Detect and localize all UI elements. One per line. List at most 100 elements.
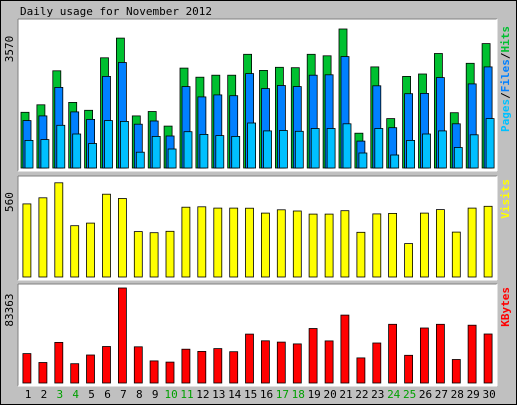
- bar-visits-day-7: [118, 198, 127, 278]
- legend-part: Pages: [499, 99, 512, 132]
- bar-kbytes-day-17: [276, 341, 286, 384]
- bar-visits-day-12: [197, 206, 207, 278]
- bar-kbytes-day-10: [165, 361, 175, 384]
- x-tick-label: 7: [120, 388, 127, 401]
- x-tick-label: 30: [482, 388, 495, 401]
- bar-kbytes-day-24: [388, 323, 398, 384]
- x-tick-label: 11: [180, 388, 193, 401]
- x-tick-label: 22: [355, 388, 368, 401]
- x-tick-label: 5: [88, 388, 95, 401]
- bar-visits-day-13: [213, 207, 223, 278]
- bar-pages-day-27: [437, 130, 447, 169]
- bar-pages-day-6: [104, 120, 113, 169]
- legend-part: /: [499, 92, 512, 99]
- bar-visits-day-3: [54, 182, 64, 278]
- bar-kbytes-day-22: [356, 357, 366, 384]
- bar-kbytes-day-19: [308, 328, 318, 384]
- bar-kbytes-day-13: [213, 348, 223, 384]
- bar-pages-day-22: [358, 152, 368, 169]
- x-axis-labels: 1 2 3 4 5 6 7 8 9 10 11 12 13 14 15 16 17 18 19 20 21 22 23 24 2…: [25, 388, 496, 401]
- bar-visits-day-21: [340, 210, 350, 278]
- bar-visits-day-2: [38, 197, 48, 278]
- panel-pages-files-hits: 3570 Pages/Files/Hits: [3, 18, 512, 172]
- bar-pages-day-12: [199, 133, 209, 169]
- x-tick-label: 17: [276, 388, 289, 401]
- legend-kbytes: KBytes: [499, 287, 512, 327]
- bar-pages-day-14: [231, 135, 241, 169]
- bar-pages-day-11: [183, 131, 193, 169]
- bar-kbytes-day-5: [86, 354, 95, 384]
- bars-kbytes: [22, 287, 493, 384]
- bar-pages-day-3: [56, 124, 66, 169]
- bar-pages-day-18: [294, 130, 304, 169]
- bars-visits: [22, 182, 493, 278]
- bar-visits-day-4: [70, 225, 80, 278]
- bar-visits-day-18: [292, 210, 302, 278]
- x-tick-label: 3: [56, 388, 63, 401]
- x-tick-label: 6: [104, 388, 111, 401]
- bar-visits-day-8: [133, 231, 143, 278]
- bar-kbytes-day-28: [451, 359, 461, 384]
- bar-visits-day-10: [165, 230, 175, 278]
- bar-visits-day-24: [388, 212, 398, 278]
- bar-pages-day-7: [120, 121, 129, 169]
- bar-visits-day-23: [372, 213, 382, 278]
- bar-visits-day-28: [451, 231, 461, 278]
- panel-background: [18, 19, 497, 171]
- bar-kbytes-day-20: [324, 340, 334, 384]
- bar-kbytes-day-3: [54, 341, 64, 384]
- bar-kbytes-day-14: [229, 351, 239, 384]
- bar-visits-day-9: [149, 232, 159, 278]
- bar-kbytes-day-18: [292, 343, 302, 384]
- bar-pages-day-1: [24, 139, 34, 169]
- legend-part: KBytes: [499, 287, 512, 327]
- bar-kbytes-day-26: [419, 327, 429, 384]
- bar-visits-day-22: [356, 231, 366, 278]
- bar-kbytes-day-1: [22, 353, 32, 384]
- x-tick-label: 12: [196, 388, 209, 401]
- x-tick-label: 21: [339, 388, 352, 401]
- bar-visits-day-14: [229, 207, 239, 278]
- bar-pages-day-5: [88, 143, 97, 169]
- y-max-label: 560: [3, 192, 16, 212]
- bar-kbytes-day-29: [467, 324, 477, 384]
- x-tick-label: 29: [467, 388, 480, 401]
- chart-title: Daily usage for November 2012: [20, 5, 212, 18]
- x-tick-label: 1: [25, 388, 32, 401]
- x-tick-label: 23: [371, 388, 384, 401]
- bar-pages-day-21: [342, 123, 352, 169]
- bar-visits-day-26: [419, 212, 429, 278]
- x-tick-label: 10: [164, 388, 177, 401]
- bar-kbytes-day-15: [245, 333, 254, 384]
- legend-visits: Visits: [499, 179, 512, 219]
- bar-visits-day-11: [181, 206, 191, 278]
- bar-kbytes-day-11: [181, 348, 191, 384]
- bar-kbytes-day-21: [340, 314, 350, 384]
- bar-visits-day-5: [86, 222, 95, 278]
- bar-pages-day-13: [215, 135, 225, 169]
- bar-pages-day-30: [485, 118, 495, 169]
- x-tick-label: 4: [72, 388, 79, 401]
- bar-visits-day-6: [102, 193, 111, 278]
- x-tick-label: 9: [152, 388, 159, 401]
- legend-pages-files-hits: Pages/Files/Hits: [499, 26, 512, 132]
- x-tick-label: 13: [212, 388, 225, 401]
- bar-visits-day-1: [22, 203, 32, 278]
- panel-visits: 560 Visits: [3, 175, 512, 281]
- bar-pages-day-16: [263, 130, 272, 169]
- bar-kbytes-day-27: [435, 323, 445, 384]
- bar-pages-day-8: [135, 151, 145, 169]
- bar-kbytes-day-25: [404, 354, 414, 384]
- bar-kbytes-day-9: [149, 360, 159, 384]
- bar-visits-day-15: [245, 207, 254, 278]
- y-max-label: 3570: [3, 36, 16, 63]
- x-tick-label: 15: [244, 388, 257, 401]
- bar-kbytes-day-30: [483, 333, 493, 384]
- bar-kbytes-day-6: [102, 346, 111, 384]
- bar-pages-day-10: [167, 148, 177, 169]
- bar-pages-day-26: [422, 133, 431, 169]
- x-tick-label: 28: [451, 388, 464, 401]
